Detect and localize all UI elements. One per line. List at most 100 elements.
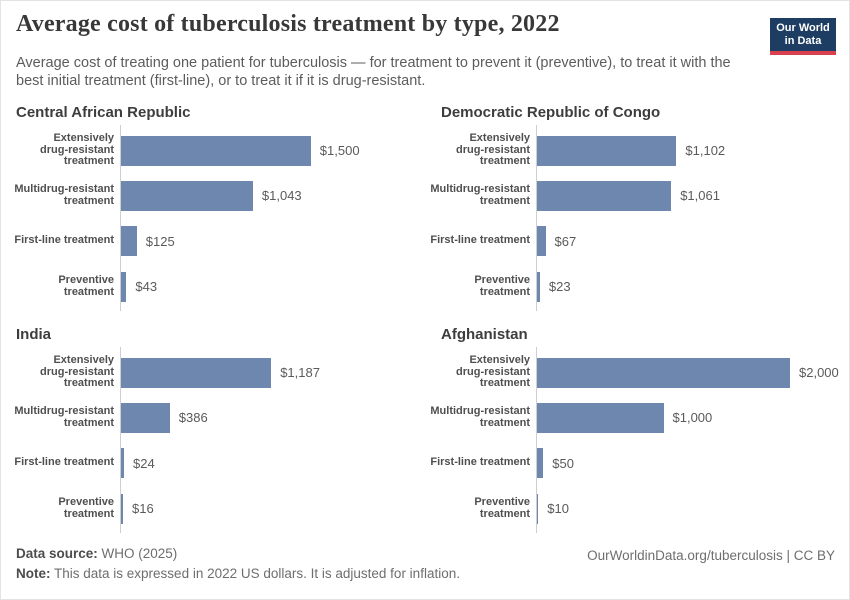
bar-cell: $23 [537, 271, 849, 302]
bar-cell: $16 [121, 493, 426, 524]
owid-logo-line1: Our World [776, 22, 830, 34]
bar-row: Multidrug-resistant treatment $1,000 [426, 395, 849, 440]
bar-row: Multidrug-resistant treatment $1,061 [426, 173, 849, 218]
value-label: $1,500 [319, 143, 360, 159]
bar-cell: $43 [121, 271, 426, 302]
note-text: This data is expressed in 2022 US dollar… [50, 566, 460, 581]
bar-rows: Extensively drug-resistant treatment $1,… [1, 347, 426, 531]
bar[interactable] [121, 271, 127, 302]
footer-left: Data source: WHO (2025) Note: This data … [16, 546, 460, 581]
category-label: Extensively drug-resistant treatment [40, 354, 114, 390]
value-label: $50 [552, 455, 574, 471]
bar-cell: $1,102 [537, 135, 849, 166]
category-label: Extensively drug-resistant treatment [40, 132, 114, 168]
category-label: Extensively drug-resistant treatment [456, 132, 530, 168]
bar-cell: $2,000 [537, 357, 849, 388]
value-label: $1,061 [680, 188, 720, 204]
bar[interactable] [537, 180, 672, 211]
category-label: First-line treatment [430, 456, 530, 469]
bar-cell: $125 [121, 226, 426, 257]
credit-link[interactable]: OurWorldinData.org/tuberculosis | CC BY [587, 548, 835, 563]
chart-title: Average cost of tuberculosis treatment b… [16, 11, 560, 37]
bar-row: Preventive treatment $43 [1, 264, 426, 309]
bar-row: Extensively drug-resistant treatment $1,… [1, 350, 426, 395]
owid-logo[interactable]: Our World in Data [770, 18, 836, 55]
y-axis-line [120, 125, 121, 311]
facet-afghanistan: Afghanistan Extensively drug-resistant t… [426, 319, 849, 538]
bar-row: Preventive treatment $23 [426, 264, 849, 309]
value-label: $43 [135, 279, 158, 295]
value-label: $125 [145, 233, 175, 249]
category-label: Preventive treatment [474, 495, 530, 520]
bar-chart: Extensively drug-resistant treatment $1,… [1, 347, 426, 533]
bar[interactable] [121, 357, 272, 388]
facet-title: Afghanistan [441, 326, 528, 343]
facet-title: Democratic Republic of Congo [441, 104, 661, 121]
value-label: $23 [548, 279, 571, 295]
value-label: $2,000 [799, 365, 839, 381]
bar-chart: Extensively drug-resistant treatment $2,… [426, 347, 849, 533]
data-source-line: Data source: WHO (2025) [16, 546, 460, 561]
bar-row: Preventive treatment $10 [426, 486, 849, 531]
bar[interactable] [537, 402, 664, 433]
value-label: $10 [547, 501, 569, 517]
bar[interactable] [537, 135, 677, 166]
value-label: $16 [132, 501, 154, 517]
bar[interactable] [537, 271, 540, 302]
bar[interactable] [537, 226, 546, 257]
bar[interactable] [121, 180, 253, 211]
bar-chart: Extensively drug-resistant treatment $1,… [426, 125, 849, 311]
bar-cell: $386 [121, 402, 426, 433]
bar[interactable] [121, 493, 123, 524]
bar-row: Multidrug-resistant treatment $1,043 [1, 173, 426, 218]
bar-row: First-line treatment $67 [426, 219, 849, 264]
category-label: Multidrug-resistant treatment [430, 183, 530, 207]
bar-row: Extensively drug-resistant treatment $1,… [426, 128, 849, 173]
category-label: Preventive treatment [58, 495, 114, 520]
value-label: $24 [133, 455, 155, 471]
bar-cell: $10 [537, 493, 849, 524]
note-label: Note: [16, 566, 51, 581]
bar-cell: $67 [537, 226, 849, 257]
bar-cell: $50 [537, 448, 849, 479]
category-label: Preventive treatment [474, 273, 530, 298]
category-label: First-line treatment [14, 456, 114, 469]
value-label: $67 [554, 233, 577, 249]
category-label: First-line treatment [430, 234, 530, 247]
bar-cell: $1,500 [121, 135, 426, 166]
owid-logo-line2: in Data [784, 35, 822, 47]
value-label: $1,000 [672, 410, 713, 426]
y-axis-line [536, 125, 537, 311]
bar[interactable] [121, 402, 170, 433]
bar[interactable] [537, 493, 539, 524]
category-label: Multidrug-resistant treatment [14, 183, 114, 207]
bar-rows: Extensively drug-resistant treatment $1,… [1, 125, 426, 309]
bar[interactable] [121, 135, 311, 166]
bar-chart: Extensively drug-resistant treatment $1,… [1, 125, 426, 311]
bar-row: First-line treatment $125 [1, 219, 426, 264]
facet-title: India [16, 326, 52, 343]
y-axis-line [120, 347, 121, 533]
bar-cell: $1,061 [537, 180, 849, 211]
bar-row: Extensively drug-resistant treatment $1,… [1, 128, 426, 173]
chart-subtitle: Average cost of treating one patient for… [16, 55, 731, 90]
category-label: Multidrug-resistant treatment [430, 405, 530, 429]
category-label: Extensively drug-resistant treatment [456, 354, 530, 390]
bar[interactable] [121, 448, 124, 479]
bar-cell: $1,187 [121, 357, 426, 388]
bar[interactable] [537, 448, 544, 479]
value-label: $1,043 [261, 188, 302, 204]
bar-row: Multidrug-resistant treatment $386 [1, 395, 426, 440]
facet-democratic-republic-of-congo: Democratic Republic of Congo Extensively… [426, 97, 849, 316]
bar-cell: $1,043 [121, 180, 426, 211]
bar-row: First-line treatment $24 [1, 441, 426, 486]
bar-row: First-line treatment $50 [426, 441, 849, 486]
bar-row: Extensively drug-resistant treatment $2,… [426, 350, 849, 395]
category-label: Multidrug-resistant treatment [14, 405, 114, 429]
y-axis-line [536, 347, 537, 533]
note-line: Note: This data is expressed in 2022 US … [16, 566, 460, 581]
bar[interactable] [537, 357, 790, 388]
facet-title: Central African Republic [16, 104, 191, 121]
category-label: Preventive treatment [58, 273, 114, 298]
bar[interactable] [121, 226, 137, 257]
